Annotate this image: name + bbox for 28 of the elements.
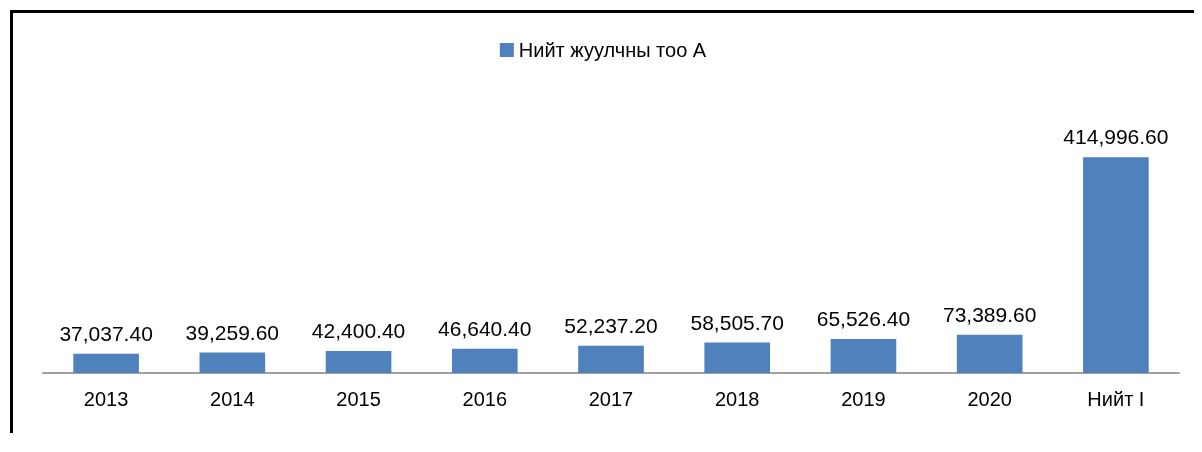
x-tick-label: 2017 (588, 388, 634, 410)
x-tick-label: 2015 (336, 388, 381, 410)
x-tick-label: 2014 (210, 388, 255, 410)
bar (73, 353, 139, 373)
x-tick-label: Нийт І (1087, 388, 1145, 410)
bar (325, 350, 392, 373)
bar (1083, 157, 1149, 373)
data-label: 58,505.70 (690, 310, 784, 334)
legend-label: Нийт жуулчны тоо А (518, 39, 707, 61)
data-label: 414,996.60 (1063, 125, 1169, 149)
data-label: 46,640.40 (438, 316, 532, 340)
x-tick-label: 2016 (462, 388, 508, 410)
x-tick-label: 2019 (841, 388, 886, 410)
bar (199, 352, 266, 373)
x-tick-label: 2013 (83, 388, 129, 410)
data-label: 39,259.60 (185, 320, 280, 344)
data-label: 65,526.40 (816, 306, 911, 330)
data-label: 73,389.60 (942, 302, 1037, 326)
bar (578, 345, 644, 373)
bar (704, 342, 771, 373)
x-tick-label: 2018 (714, 388, 760, 410)
bar (830, 338, 897, 373)
data-label: 42,400.40 (311, 318, 406, 342)
x-tick-label: 2020 (967, 388, 1012, 410)
bar (451, 348, 518, 373)
data-label: 52,237.20 (564, 313, 658, 337)
data-label: 37,037.40 (59, 321, 153, 345)
bar (956, 334, 1023, 373)
